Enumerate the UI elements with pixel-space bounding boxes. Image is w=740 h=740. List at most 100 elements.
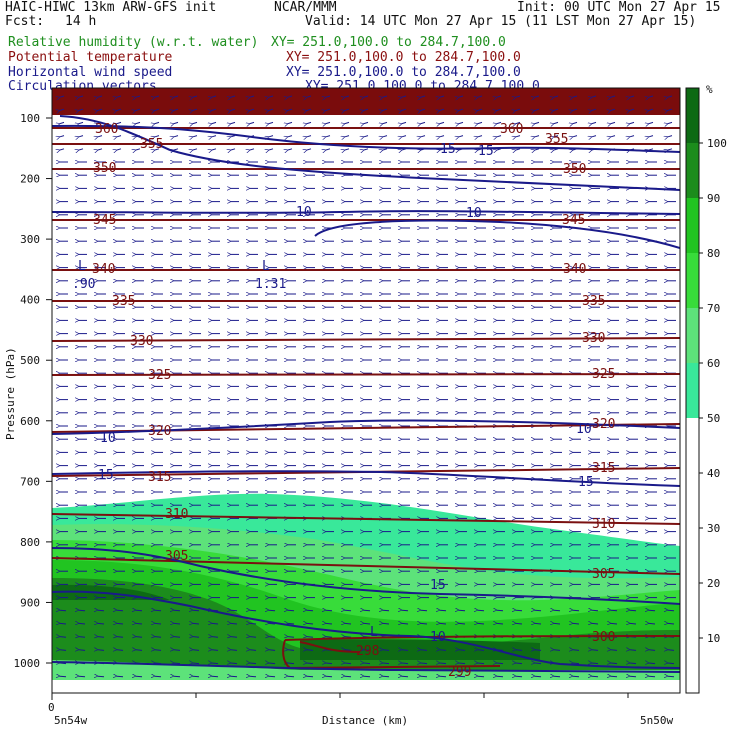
vector-arrow: [288, 95, 293, 97]
theta-label-bg: [90, 262, 118, 276]
vector-arrow: [98, 148, 103, 150]
extremum-value: .90: [72, 277, 95, 292]
vector-arrow: [497, 637, 504, 638]
vector-arrow: [573, 135, 578, 137]
vector-arrow: [345, 148, 350, 150]
rh-band-70: [52, 540, 680, 680]
theta-label: 360: [500, 122, 523, 137]
theta-label: 350: [563, 162, 586, 177]
vector-arrow: [459, 663, 466, 664]
vector-arrow: [630, 108, 635, 110]
vector-arrow: [554, 610, 561, 611]
theta-label: 298: [356, 644, 379, 659]
vector-arrow: [117, 623, 124, 624]
vector-arrow: [421, 95, 426, 97]
vector-arrow: [307, 610, 314, 611]
vector-arrow: [288, 148, 293, 150]
theta-label-bg: [163, 507, 191, 521]
vector-arrow: [649, 135, 654, 137]
wind-label: 15: [578, 475, 594, 490]
vector-arrow: [630, 676, 637, 677]
vector-arrow: [516, 148, 521, 150]
vector-arrow: [79, 663, 86, 664]
vector-arrow: [364, 610, 371, 611]
vector-arrow: [307, 650, 314, 651]
vector-arrow: [174, 610, 181, 611]
vector-arrow: [288, 663, 295, 664]
vector-arrow: [592, 676, 599, 677]
vector-arrow: [668, 121, 673, 123]
vector-arrow: [402, 650, 409, 651]
vector-arrow: [98, 95, 103, 97]
theta-label: 345: [562, 213, 585, 228]
x-axis: 0 5n54w Distance (km) 5n50w: [48, 693, 673, 727]
vector-arrow: [250, 623, 257, 624]
vector-arrow: [554, 95, 559, 97]
vector-arrow: [459, 135, 464, 137]
wind-contours: [52, 115, 680, 673]
colorbar-label: 20: [707, 577, 720, 590]
fcst-label: Fcst:: [5, 14, 45, 29]
theta-label-bg: [543, 132, 571, 146]
vector-arrow: [269, 663, 276, 664]
vector-arrow: [155, 663, 162, 664]
fcst-value: 14 h: [65, 14, 97, 29]
theta-298: [299, 641, 361, 653]
vector-arrow: [326, 637, 333, 638]
vector-arrow: [535, 108, 540, 110]
vector-arrow: [649, 650, 656, 651]
y-tick-label: 200: [20, 173, 40, 186]
vector-arrow: [269, 676, 276, 677]
vector-arrow: [630, 121, 635, 123]
theta-325: [52, 373, 680, 376]
vector-arrow: [250, 121, 255, 123]
x-label-right: 5n50w: [640, 714, 673, 727]
vector-arrow: [307, 121, 312, 123]
vector-arrow: [592, 121, 597, 123]
vector-arrow: [421, 623, 428, 624]
vector-arrow: [383, 95, 388, 97]
colorbar-label: 40: [707, 467, 720, 480]
theta-label-bg: [91, 161, 119, 175]
colorbar-segment: [686, 363, 699, 418]
vector-arrow: [535, 676, 542, 677]
theta-label: 335: [112, 294, 135, 309]
vector-arrow: [136, 663, 143, 664]
vector-arrow: [307, 108, 312, 110]
vector-arrow: [364, 676, 371, 677]
extremum-symbol: L: [370, 625, 378, 640]
vector-arrow: [440, 610, 447, 611]
vector-arrow: [573, 148, 578, 150]
vector-arrow: [288, 623, 295, 624]
colorbar-label: 60: [707, 357, 720, 370]
vector-arrow: [288, 135, 293, 137]
theta-label-bg: [128, 334, 156, 348]
vector-arrow: [649, 663, 656, 664]
vector-arrow: [98, 108, 103, 110]
theta-305: [52, 557, 680, 575]
vector-arrow: [535, 610, 542, 611]
vector-arrow: [345, 650, 352, 651]
vector-arrow: [212, 121, 217, 123]
vector-arrow: [573, 663, 580, 664]
vector-arrow: [231, 610, 238, 611]
colorbar-segment: [686, 418, 699, 473]
vector-arrow: [326, 108, 331, 110]
vector-arrow: [193, 623, 200, 624]
vector-arrow: [98, 650, 105, 651]
vector-arrow: [326, 663, 333, 664]
vector-arrow: [212, 610, 219, 611]
vector-arrow: [269, 135, 274, 137]
vector-arrow: [212, 663, 219, 664]
vector-arrow: [326, 623, 333, 624]
vector-arrow: [231, 135, 236, 137]
vector-arrow: [440, 676, 447, 677]
vector-arrow: [630, 637, 637, 638]
colorbar-segment: [686, 473, 699, 528]
vector-arrow: [326, 650, 333, 651]
vector-arrow: [250, 676, 257, 677]
plot-frame: [51, 87, 681, 694]
vector-arrow: [554, 135, 559, 137]
vector-arrow: [668, 610, 675, 611]
vector-arrow: [364, 95, 369, 97]
